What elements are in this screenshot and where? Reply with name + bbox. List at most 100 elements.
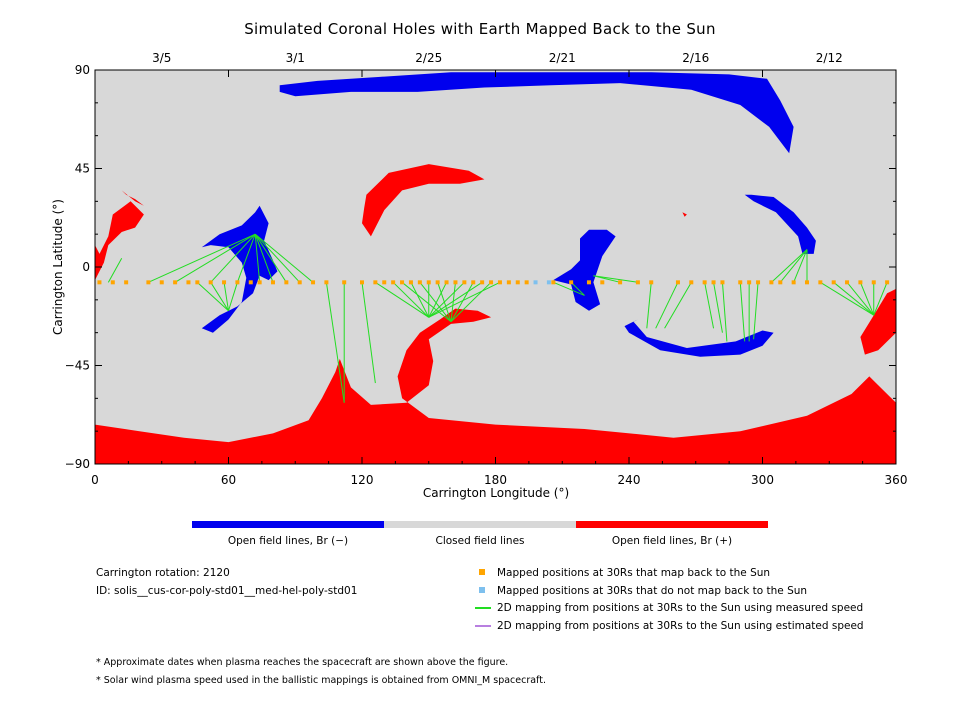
- mapping-line-34: [593, 275, 638, 283]
- mapping-line-37: [664, 282, 692, 329]
- mapped-point-30: [462, 280, 467, 285]
- y-axis-label: Carrington Latitude (°): [51, 199, 65, 335]
- coronal-hole-regions: [95, 72, 896, 464]
- chart-title: Simulated Coronal Holes with Earth Mappe…: [244, 20, 716, 38]
- top-date-label-0: 3/5: [152, 51, 171, 65]
- coronal-hole-negative-2: [624, 319, 774, 357]
- legend-measured-line: [475, 607, 491, 609]
- mapped-point-29: [453, 280, 458, 285]
- mapped-point-5: [173, 280, 178, 285]
- coronal-hole-positive-6: [362, 164, 485, 237]
- mapped-point-54: [778, 280, 783, 285]
- mapped-point-25: [417, 280, 422, 285]
- mapped-point-35: [506, 280, 511, 285]
- mapped-point-8: [208, 280, 213, 285]
- coronal-hole-positive-10: [682, 212, 687, 217]
- mapping-line-5: [254, 234, 261, 283]
- mapped-point-18: [342, 280, 347, 285]
- mapping-line-14: [325, 282, 345, 403]
- mapped-point-13: [271, 280, 275, 285]
- mapped-point-20: [373, 280, 378, 285]
- mapped-point-42: [618, 280, 623, 285]
- x-tick-label-5: 300: [751, 473, 774, 487]
- mapping-line-1: [148, 233, 256, 283]
- mapping-line-4: [236, 233, 256, 283]
- mapped-point-40: [586, 280, 591, 285]
- mapped-point-11: [248, 280, 253, 285]
- mapped-point-6: [186, 280, 191, 285]
- x-tick-label-2: 120: [351, 473, 374, 487]
- legend-measured-text: 2D mapping from positions at 30Rs to the…: [497, 602, 864, 614]
- mapping-line-46: [793, 249, 808, 283]
- mapped-point-17: [324, 280, 329, 285]
- mapping-line-31: [553, 281, 585, 296]
- mapping-line-11: [210, 282, 229, 312]
- mapping-line-18: [392, 281, 430, 318]
- mapping-line-53: [873, 282, 888, 316]
- mapping-line-24: [428, 281, 501, 318]
- mapping-line-41: [739, 282, 746, 342]
- top-date-label-4: 2/16: [682, 51, 709, 65]
- y-tick-label-1: −45: [65, 359, 90, 373]
- legend-mapped-text: Mapped positions at 30Rs that map back t…: [497, 567, 771, 579]
- mapped-point-62: [885, 280, 890, 285]
- mapping-line-48: [820, 281, 875, 316]
- closed-field-background: [95, 70, 896, 464]
- legend-unmapped-text: Mapped positions at 30Rs that do not map…: [497, 585, 808, 597]
- mapped-point-7: [195, 280, 200, 285]
- mapped-point-37: [524, 280, 529, 285]
- legend-estimated-text: 2D mapping from positions at 30Rs to the…: [497, 620, 864, 632]
- mapping-line-44: [771, 249, 808, 283]
- legend-estimated-line: [475, 625, 491, 627]
- mapped-point-15: [297, 280, 302, 285]
- mapping-line-40: [721, 282, 728, 342]
- note-dates: * Approximate dates when plasma reaches …: [96, 657, 509, 668]
- coronal-hole-positive-7: [95, 201, 144, 281]
- mapping-line-50: [846, 282, 875, 316]
- mapping-line-30: [450, 281, 492, 323]
- legend-unmapped-marker: [479, 587, 485, 593]
- mapping-line-21: [428, 282, 447, 318]
- mapping-line-32: [570, 281, 585, 296]
- legend-mapped-marker: [479, 569, 485, 575]
- mapped-point-24: [408, 280, 413, 285]
- coronal-hole-positive-8: [121, 190, 144, 206]
- mapped-positions: [97, 280, 890, 285]
- unmapped-point-1: [546, 280, 551, 285]
- y-tick-label-4: 90: [75, 63, 90, 77]
- mapped-point-59: [845, 280, 850, 285]
- mapping-line-2: [174, 233, 256, 283]
- mapped-point-60: [858, 280, 863, 285]
- colorbar-negative: [192, 521, 384, 528]
- coronal-hole-negative-0: [279, 72, 794, 154]
- colorbar-positive: [576, 521, 768, 528]
- mapped-point-1: [110, 280, 115, 285]
- mapped-point-58: [831, 280, 836, 285]
- coronal-hole-positive-9: [860, 288, 896, 355]
- mapped-point-16: [311, 280, 316, 285]
- mapped-point-56: [805, 280, 809, 285]
- mapping-line-13: [228, 282, 238, 311]
- unmapped-point-0: [533, 280, 538, 285]
- mapping-line-38: [704, 282, 715, 329]
- mapped-point-57: [818, 280, 823, 285]
- mapped-point-48: [711, 280, 716, 285]
- x-tick-label-0: 0: [91, 473, 99, 487]
- mapped-point-9: [222, 280, 227, 285]
- x-axis-label: Carrington Longitude (°): [422, 486, 570, 500]
- y-tick-label-0: −90: [65, 457, 90, 471]
- mapping-line-12: [223, 282, 229, 311]
- mapped-point-10: [235, 280, 240, 285]
- top-date-label-5: 2/12: [816, 51, 843, 65]
- mapped-point-41: [600, 280, 605, 285]
- mapped-point-0: [97, 280, 102, 285]
- mapping-line-25: [401, 281, 452, 323]
- mapped-point-53: [769, 280, 774, 285]
- top-date-label-3: 2/21: [549, 51, 576, 65]
- mapped-point-12: [257, 280, 262, 285]
- x-tick-label-3: 180: [484, 473, 507, 487]
- note-speed: * Solar wind plasma speed used in the ba…: [96, 675, 546, 686]
- mapped-point-46: [689, 280, 694, 285]
- coronal-hole-positive-5: [95, 308, 896, 464]
